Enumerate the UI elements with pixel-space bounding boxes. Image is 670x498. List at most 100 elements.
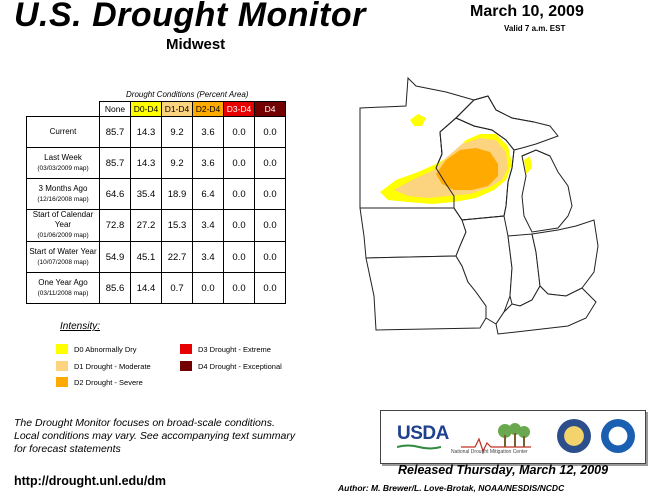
row-label-text: Last Week: [44, 152, 82, 162]
footer-note-line-2: Local conditions may vary. See accompany…: [14, 430, 296, 442]
table-cell: 0.7: [161, 272, 193, 304]
table-cell: 22.7: [161, 241, 193, 273]
drought-conditions-table: None D0-D4 D1-D4 D2-D4 D3-D4 D4 Current 8…: [26, 101, 286, 304]
ndmc-logo-icon: [461, 423, 531, 453]
row-label: 3 Months Ago (12/16/2008 map): [26, 178, 100, 210]
table-row: Last Week (03/03/2009 map) 85.7 14.3 9.2 3.6 0…: [26, 147, 286, 179]
table-cell: 14.3: [130, 147, 162, 179]
table-cell: 0.0: [254, 241, 286, 273]
table-cell: 72.8: [99, 209, 131, 242]
table-header-row: None D0-D4 D1-D4 D2-D4 D3-D4 D4: [27, 101, 286, 117]
map-date: March 10, 2009: [470, 3, 584, 20]
legend-swatch-d2: [56, 377, 68, 387]
row-label-text: One Year Ago: [38, 277, 88, 287]
doc-seal-icon: [557, 419, 591, 453]
row-label-text: 3 Months Ago: [38, 183, 88, 193]
noaa-logo-icon: [601, 419, 635, 453]
legend-item-d2: D2 Drought - Severe: [56, 377, 143, 387]
legend-label-d1: D1 Drought - Moderate: [74, 361, 151, 371]
state-ohio: [531, 219, 599, 297]
drought-url-link[interactable]: http://drought.unl.edu/dm: [14, 474, 167, 488]
table-row: One Year Ago (03/11/2008 map) 85.6 14.4 0.7 0…: [26, 272, 286, 304]
legend-swatch-d1: [56, 361, 68, 371]
row-label: Last Week (03/03/2009 map): [26, 147, 100, 179]
table-cell: 14.3: [130, 116, 162, 148]
drought-d0-area-lp: [524, 156, 532, 174]
state-kentucky: [495, 285, 597, 335]
legend-label-d2: D2 Drought - Severe: [74, 377, 143, 387]
row-sublabel-text: (01/06/2009 map): [37, 232, 89, 239]
row-sublabel-text: (10/07/2008 map): [37, 258, 89, 266]
table-cell: 54.9: [99, 241, 131, 273]
partner-logos-box: USDA National Drought Mitigation Center: [380, 410, 646, 464]
table-cell: 15.3: [161, 209, 193, 242]
drought-d2-area: [436, 148, 498, 190]
table-row: Start of Water Year (10/07/2008 map) 54.9 4…: [26, 241, 286, 273]
table-cell: 35.4: [130, 178, 162, 210]
row-label-text: Start of Water Year: [29, 246, 97, 256]
table-cell: 9.2: [161, 147, 193, 179]
row-sublabel-text: (12/16/2008 map): [37, 195, 89, 203]
table-cell: 85.6: [99, 272, 131, 304]
legend-label-d4: D4 Drought - Exceptional: [198, 361, 282, 371]
table-cell: 45.1: [130, 241, 162, 273]
footer-note-line-1: The Drought Monitor focuses on broad-sca…: [14, 417, 275, 429]
legend-item-d3: D3 Drought - Extreme: [180, 344, 271, 354]
usda-logo: USDA: [397, 423, 449, 444]
table-cell: 18.9: [161, 178, 193, 210]
table-cell: 0.0: [223, 147, 255, 179]
valid-time: Valid 7 a.m. EST: [504, 24, 566, 33]
author-credit: Author: M. Brewer/L. Love-Brotak, NOAA/N…: [338, 483, 565, 493]
legend-swatch-d3: [180, 344, 192, 354]
column-d0-d4: D0-D4: [130, 101, 162, 117]
header-blank-cell: [27, 102, 100, 117]
table-cell: 27.2: [130, 209, 162, 242]
column-d3-d4: D3-D4: [223, 101, 255, 117]
legend-item-d4: D4 Drought - Exceptional: [180, 361, 282, 371]
table-cell: 0.0: [223, 178, 255, 210]
row-sublabel-text: (03/03/2009 map): [37, 164, 89, 172]
legend-item-d1: D1 Drought - Moderate: [56, 361, 151, 371]
drought-d0-area-up: [410, 114, 426, 126]
table-cell: 0.0: [254, 147, 286, 179]
table-row: Start of Calendar Year (01/06/2009 map) 72…: [26, 209, 286, 242]
table-row: Current 85.7 14.3 9.2 3.6 0.0 0.0: [26, 116, 286, 148]
table-cell: 0.0: [254, 178, 286, 210]
table-cell: 0.0: [223, 241, 255, 273]
table-cell: 64.6: [99, 178, 131, 210]
column-none: None: [99, 101, 131, 117]
table-cell: 3.6: [192, 116, 224, 148]
legend-label-d0: D0 Abnormally Dry: [74, 344, 137, 354]
state-iowa: [359, 207, 467, 259]
row-label: Start of Calendar Year (01/06/2009 map): [26, 209, 100, 242]
table-cell: 3.4: [192, 241, 224, 273]
row-label-text: Current: [49, 127, 77, 136]
legend-item-d0: D0 Abnormally Dry: [56, 344, 137, 354]
table-cell: 0.0: [223, 209, 255, 242]
table-row: 3 Months Ago (12/16/2008 map) 64.6 35.4 18.9…: [26, 178, 286, 210]
table-cell: 0.0: [223, 116, 255, 148]
table-caption: Drought Conditions (Percent Area): [126, 90, 249, 99]
legend-swatch-d4: [180, 361, 192, 371]
column-d4: D4: [254, 101, 286, 117]
usda-wave-icon: [397, 444, 441, 450]
row-label: Start of Water Year (10/07/2008 map): [26, 241, 100, 273]
column-d1-d4: D1-D4: [161, 101, 193, 117]
table-cell: 9.2: [161, 116, 193, 148]
row-label-text: Start of Calendar Year: [32, 210, 94, 229]
row-sublabel-text: (03/11/2008 map): [37, 289, 89, 297]
table-cell: 6.4: [192, 178, 224, 210]
legend-label-d3: D3 Drought - Extreme: [198, 344, 271, 354]
legend-title: Intensity:: [60, 321, 101, 332]
table-cell: 85.7: [99, 147, 131, 179]
table-cell: 3.6: [192, 147, 224, 179]
row-label: One Year Ago (03/11/2008 map): [26, 272, 100, 304]
column-d2-d4: D2-D4: [192, 101, 224, 117]
footer-note-line-3: for forecast statements: [14, 443, 121, 455]
page-title: U.S. Drought Monitor: [14, 0, 366, 34]
table-cell: 0.0: [254, 272, 286, 304]
table-cell: 14.4: [130, 272, 162, 304]
ndmc-logo-text: National Drought Mitigation Center: [451, 449, 528, 455]
table-cell: 0.0: [192, 272, 224, 304]
table-cell: 0.0: [254, 116, 286, 148]
